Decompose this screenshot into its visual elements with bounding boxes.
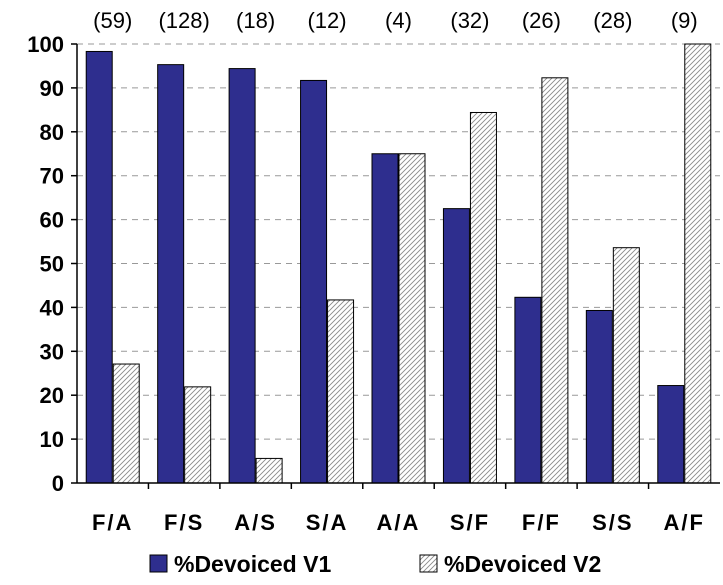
y-tick-label: 20	[40, 383, 64, 408]
y-tick-label: 60	[40, 208, 64, 233]
bar-v2-S/F	[469, 111, 497, 484]
bar-v2-S/A	[327, 299, 355, 484]
bar-v2-F/F	[541, 77, 569, 484]
x-tick-label: S/F	[450, 510, 490, 535]
x-tick-label: S/A	[306, 510, 349, 535]
count-label: (4)	[385, 8, 412, 33]
count-label: (28)	[593, 8, 632, 33]
y-axis-ticks: 0 10 20 30 40 50 60 70 80 90 100	[27, 32, 64, 496]
bar-v2-A/A	[398, 153, 426, 484]
x-tick-label: A/S	[234, 510, 277, 535]
bar-v1-S/F	[442, 208, 470, 484]
x-tick-label: F/A	[92, 510, 133, 535]
legend-swatch-v2	[419, 554, 438, 573]
bar-v2-F/S	[184, 386, 212, 484]
count-label: (18)	[236, 8, 275, 33]
count-label: (59)	[93, 8, 132, 33]
bar-v1-S/S	[585, 309, 613, 484]
y-tick-label: 30	[40, 339, 64, 364]
bar-v1-A/F	[657, 385, 685, 484]
x-tick-label: S/S	[592, 510, 633, 535]
legend-swatch-v1	[149, 554, 168, 573]
x-tick-label: F/S	[164, 510, 204, 535]
count-label: (128)	[158, 8, 209, 33]
bars	[85, 43, 712, 484]
bar-v2-A/F	[684, 43, 712, 484]
y-tick-label: 50	[40, 252, 64, 277]
count-label: (12)	[307, 8, 346, 33]
x-tick-label: F/F	[522, 510, 561, 535]
bar-v1-F/F	[514, 296, 542, 484]
count-label: (32)	[450, 8, 489, 33]
legend-label-v1: %Devoiced V1	[174, 551, 331, 577]
bar-v1-S/A	[300, 79, 328, 484]
bar-v2-A/S	[255, 457, 283, 484]
count-labels: (59) (128) (18) (12) (4) (32) (26) (28) (9)	[93, 8, 698, 33]
bar-v1-A/A	[371, 153, 399, 484]
y-tick-label: 0	[52, 471, 64, 496]
bar-v2-S/S	[612, 247, 640, 484]
y-tick-label: 80	[40, 120, 64, 145]
count-label: (9)	[671, 8, 698, 33]
bar-v1-F/A	[85, 50, 113, 484]
bar-v1-A/S	[228, 68, 256, 484]
legend-label-v2: %Devoiced V2	[444, 551, 601, 577]
y-tick-label: 10	[40, 427, 64, 452]
x-tick-label: A/A	[377, 510, 421, 535]
y-tick-label: 70	[40, 164, 64, 189]
bar-v2-F/A	[112, 363, 140, 484]
y-tick-label: 100	[27, 32, 64, 57]
x-axis-ticks: F/A F/S A/S S/A A/A S/F F/F S/S A/F	[92, 510, 705, 535]
x-tick-label: A/F	[664, 510, 705, 535]
y-tick-label: 40	[40, 295, 64, 320]
legend: %Devoiced V1 %Devoiced V2	[149, 551, 601, 577]
count-label: (26)	[522, 8, 561, 33]
axes	[71, 43, 720, 489]
bar-v1-F/S	[157, 64, 185, 484]
y-tick-label: 90	[40, 76, 64, 101]
